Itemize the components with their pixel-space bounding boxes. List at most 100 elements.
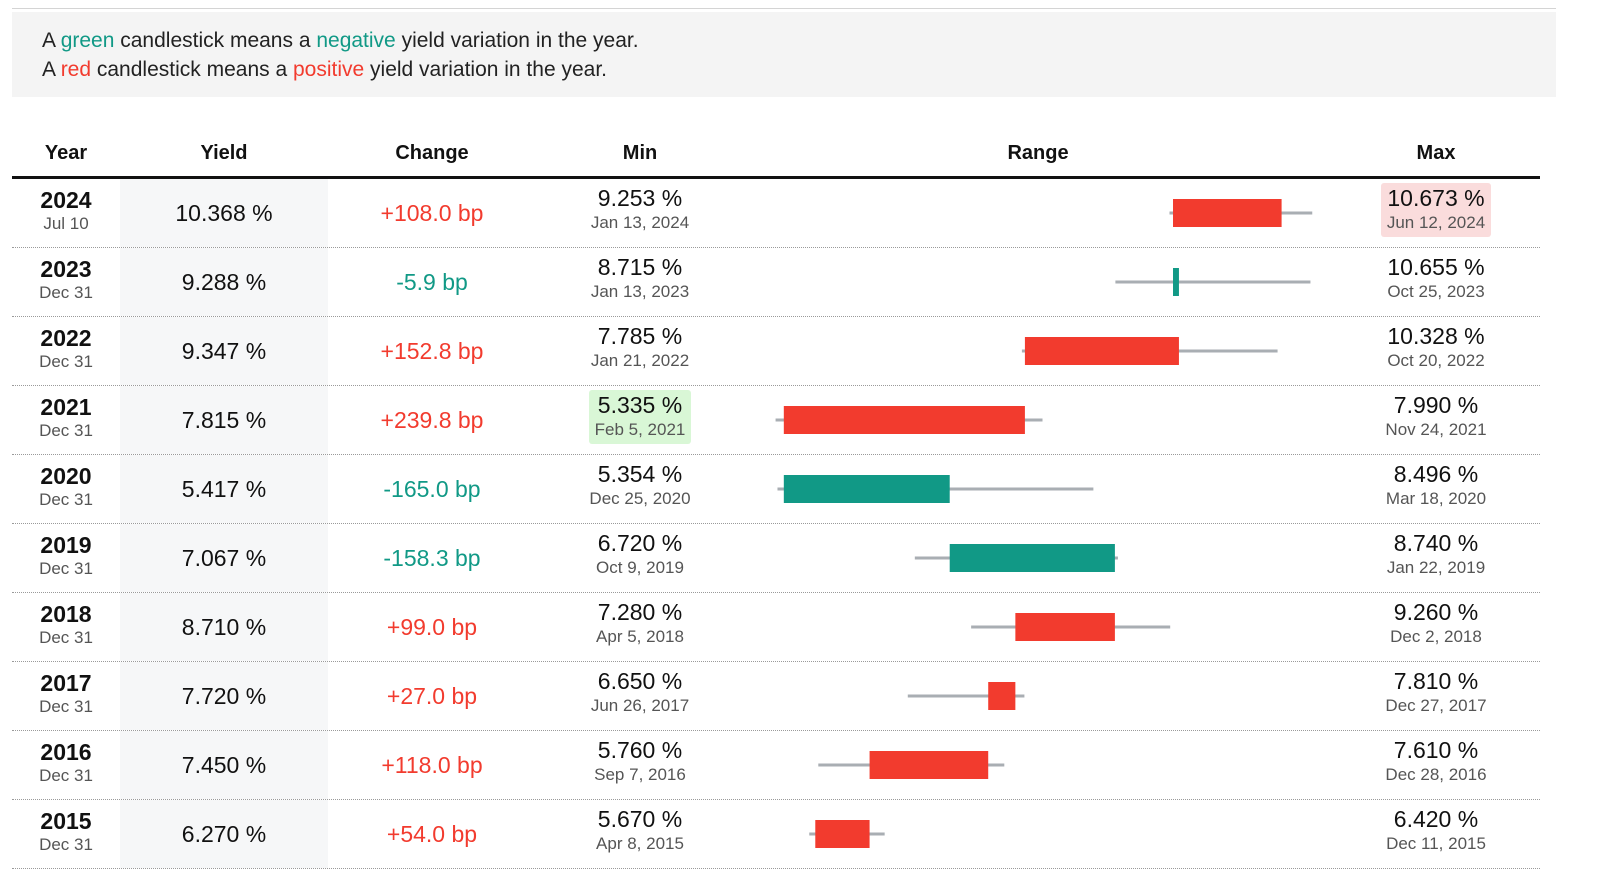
year-date: Dec 31 (39, 835, 93, 854)
change-cell: +118.0 bp (328, 731, 536, 799)
max-date: Oct 20, 2022 (1387, 351, 1485, 370)
yield-value: 8.710 % (181, 614, 267, 640)
change-cell: -165.0 bp (328, 455, 536, 523)
year-date: Dec 31 (39, 559, 93, 578)
candlestick-chart (1115, 268, 1311, 296)
year-label: 2020 (40, 463, 92, 489)
table-row: 2019 Dec 31 7.067 % -158.3 bp 6.720 % Oct 9, … (12, 524, 1540, 593)
max-date: Oct 25, 2023 (1387, 282, 1485, 301)
legend-text: yield variation in the year. (395, 29, 639, 52)
year-label: 2019 (40, 532, 92, 558)
change-cell: +99.0 bp (328, 593, 536, 661)
min-block: 6.720 % Oct 9, 2019 (590, 528, 690, 582)
max-block: 8.496 % Mar 18, 2020 (1380, 459, 1492, 513)
max-block: 10.655 % Oct 25, 2023 (1381, 252, 1490, 306)
candlestick-chart (777, 475, 1094, 503)
year-date: Dec 31 (39, 421, 93, 440)
min-block: 5.760 % Sep 7, 2016 (588, 735, 692, 789)
yield-table: Year Yield Change Min Range Max 2024 Jul … (12, 130, 1540, 869)
min-date: Jan 13, 2023 (590, 282, 690, 301)
candle-body (1173, 199, 1282, 227)
legend-red-word: red (60, 58, 92, 81)
legend-text: A (42, 29, 61, 52)
year-cell: 2020 Dec 31 (12, 455, 120, 523)
max-cell: 7.990 % Nov 24, 2021 (1332, 386, 1540, 454)
year-date: Dec 31 (39, 283, 93, 302)
max-cell: 10.328 % Oct 20, 2022 (1332, 317, 1540, 385)
range-cell (744, 524, 1332, 592)
year-label: 2017 (40, 670, 92, 696)
min-cell: 7.280 % Apr 5, 2018 (536, 593, 744, 661)
min-cell: 5.670 % Apr 8, 2015 (536, 800, 744, 868)
yield-value: 7.450 % (181, 752, 267, 778)
year-cell: 2016 Dec 31 (12, 731, 120, 799)
year-label: 2024 (40, 187, 92, 213)
max-cell: 10.655 % Oct 25, 2023 (1332, 248, 1540, 316)
table-row: 2020 Dec 31 5.417 % -165.0 bp 5.354 % Dec 25,… (12, 455, 1540, 524)
range-cell (744, 662, 1332, 730)
change-value: -165.0 bp (383, 476, 481, 502)
range-cell (744, 317, 1332, 385)
max-block: 6.420 % Dec 11, 2015 (1380, 804, 1492, 858)
year-date: Dec 31 (39, 352, 93, 371)
table-row: 2015 Dec 31 6.270 % +54.0 bp 5.670 % Apr 8, 2… (12, 800, 1540, 869)
min-value: 8.715 % (597, 254, 683, 280)
change-value: +118.0 bp (381, 752, 483, 778)
year-cell: 2021 Dec 31 (12, 386, 120, 454)
max-block: 7.610 % Dec 28, 2016 (1379, 735, 1492, 789)
min-cell: 5.335 % Feb 5, 2021 (536, 386, 744, 454)
yield-cell: 5.417 % (120, 455, 328, 523)
year-cell: 2018 Dec 31 (12, 593, 120, 661)
legend-text: candlestick means a (91, 58, 293, 81)
min-date: Oct 9, 2019 (596, 558, 684, 577)
yield-value: 10.368 % (175, 200, 273, 226)
max-value: 8.740 % (1393, 530, 1479, 556)
candle-body (1015, 613, 1115, 641)
yield-value: 9.288 % (181, 269, 267, 295)
year-cell: 2017 Dec 31 (12, 662, 120, 730)
max-date: Jan 22, 2019 (1386, 558, 1486, 577)
year-date: Jul 10 (43, 214, 89, 233)
candle-body (949, 544, 1115, 572)
max-value: 7.990 % (1393, 392, 1479, 418)
table-row: 2021 Dec 31 7.815 % +239.8 bp 5.335 % Feb 5, … (12, 386, 1540, 455)
max-date: Dec 28, 2016 (1385, 765, 1487, 784)
min-block: 9.253 % Jan 13, 2024 (585, 183, 695, 237)
min-date: Jan 13, 2024 (590, 213, 690, 232)
yield-cell: 7.720 % (120, 662, 328, 730)
min-date: Feb 5, 2021 (594, 420, 686, 439)
change-value: +152.8 bp (380, 338, 484, 364)
year-label: 2021 (40, 394, 92, 420)
change-value: -5.9 bp (396, 269, 468, 295)
min-cell: 6.650 % Jun 26, 2017 (536, 662, 744, 730)
year-date: Dec 31 (39, 697, 93, 716)
table-row: 2018 Dec 31 8.710 % +99.0 bp 7.280 % Apr 5, 2… (12, 593, 1540, 662)
change-cell: +27.0 bp (328, 662, 536, 730)
min-value: 9.253 % (597, 185, 683, 211)
candle-body (869, 751, 989, 779)
legend-text: yield variation in the year. (364, 58, 607, 81)
max-date: Dec 27, 2017 (1385, 696, 1487, 715)
year-date: Dec 31 (39, 490, 93, 509)
table-row: 2022 Dec 31 9.347 % +152.8 bp 7.785 % Jan 21,… (12, 317, 1540, 386)
yield-value: 7.720 % (181, 683, 267, 709)
candle-body (1173, 268, 1179, 296)
range-cell (744, 386, 1332, 454)
candle-body (988, 682, 1016, 710)
min-date: Apr 5, 2018 (596, 627, 684, 646)
yield-cell: 9.347 % (120, 317, 328, 385)
yield-value: 5.417 % (181, 476, 267, 502)
max-cell: 7.810 % Dec 27, 2017 (1332, 662, 1540, 730)
range-cell (744, 731, 1332, 799)
max-value: 7.610 % (1393, 737, 1479, 763)
table-row: 2024 Jul 10 10.368 % +108.0 bp 9.253 % Jan 13… (12, 179, 1540, 248)
candlestick-chart (971, 613, 1171, 641)
change-cell: -158.3 bp (328, 524, 536, 592)
max-value: 10.655 % (1387, 254, 1485, 280)
min-value: 5.670 % (597, 806, 683, 832)
min-date: Jan 21, 2022 (590, 351, 690, 370)
year-cell: 2019 Dec 31 (12, 524, 120, 592)
year-label: 2022 (40, 325, 92, 351)
header-yield: Yield (200, 142, 248, 164)
max-date: Nov 24, 2021 (1385, 420, 1487, 439)
